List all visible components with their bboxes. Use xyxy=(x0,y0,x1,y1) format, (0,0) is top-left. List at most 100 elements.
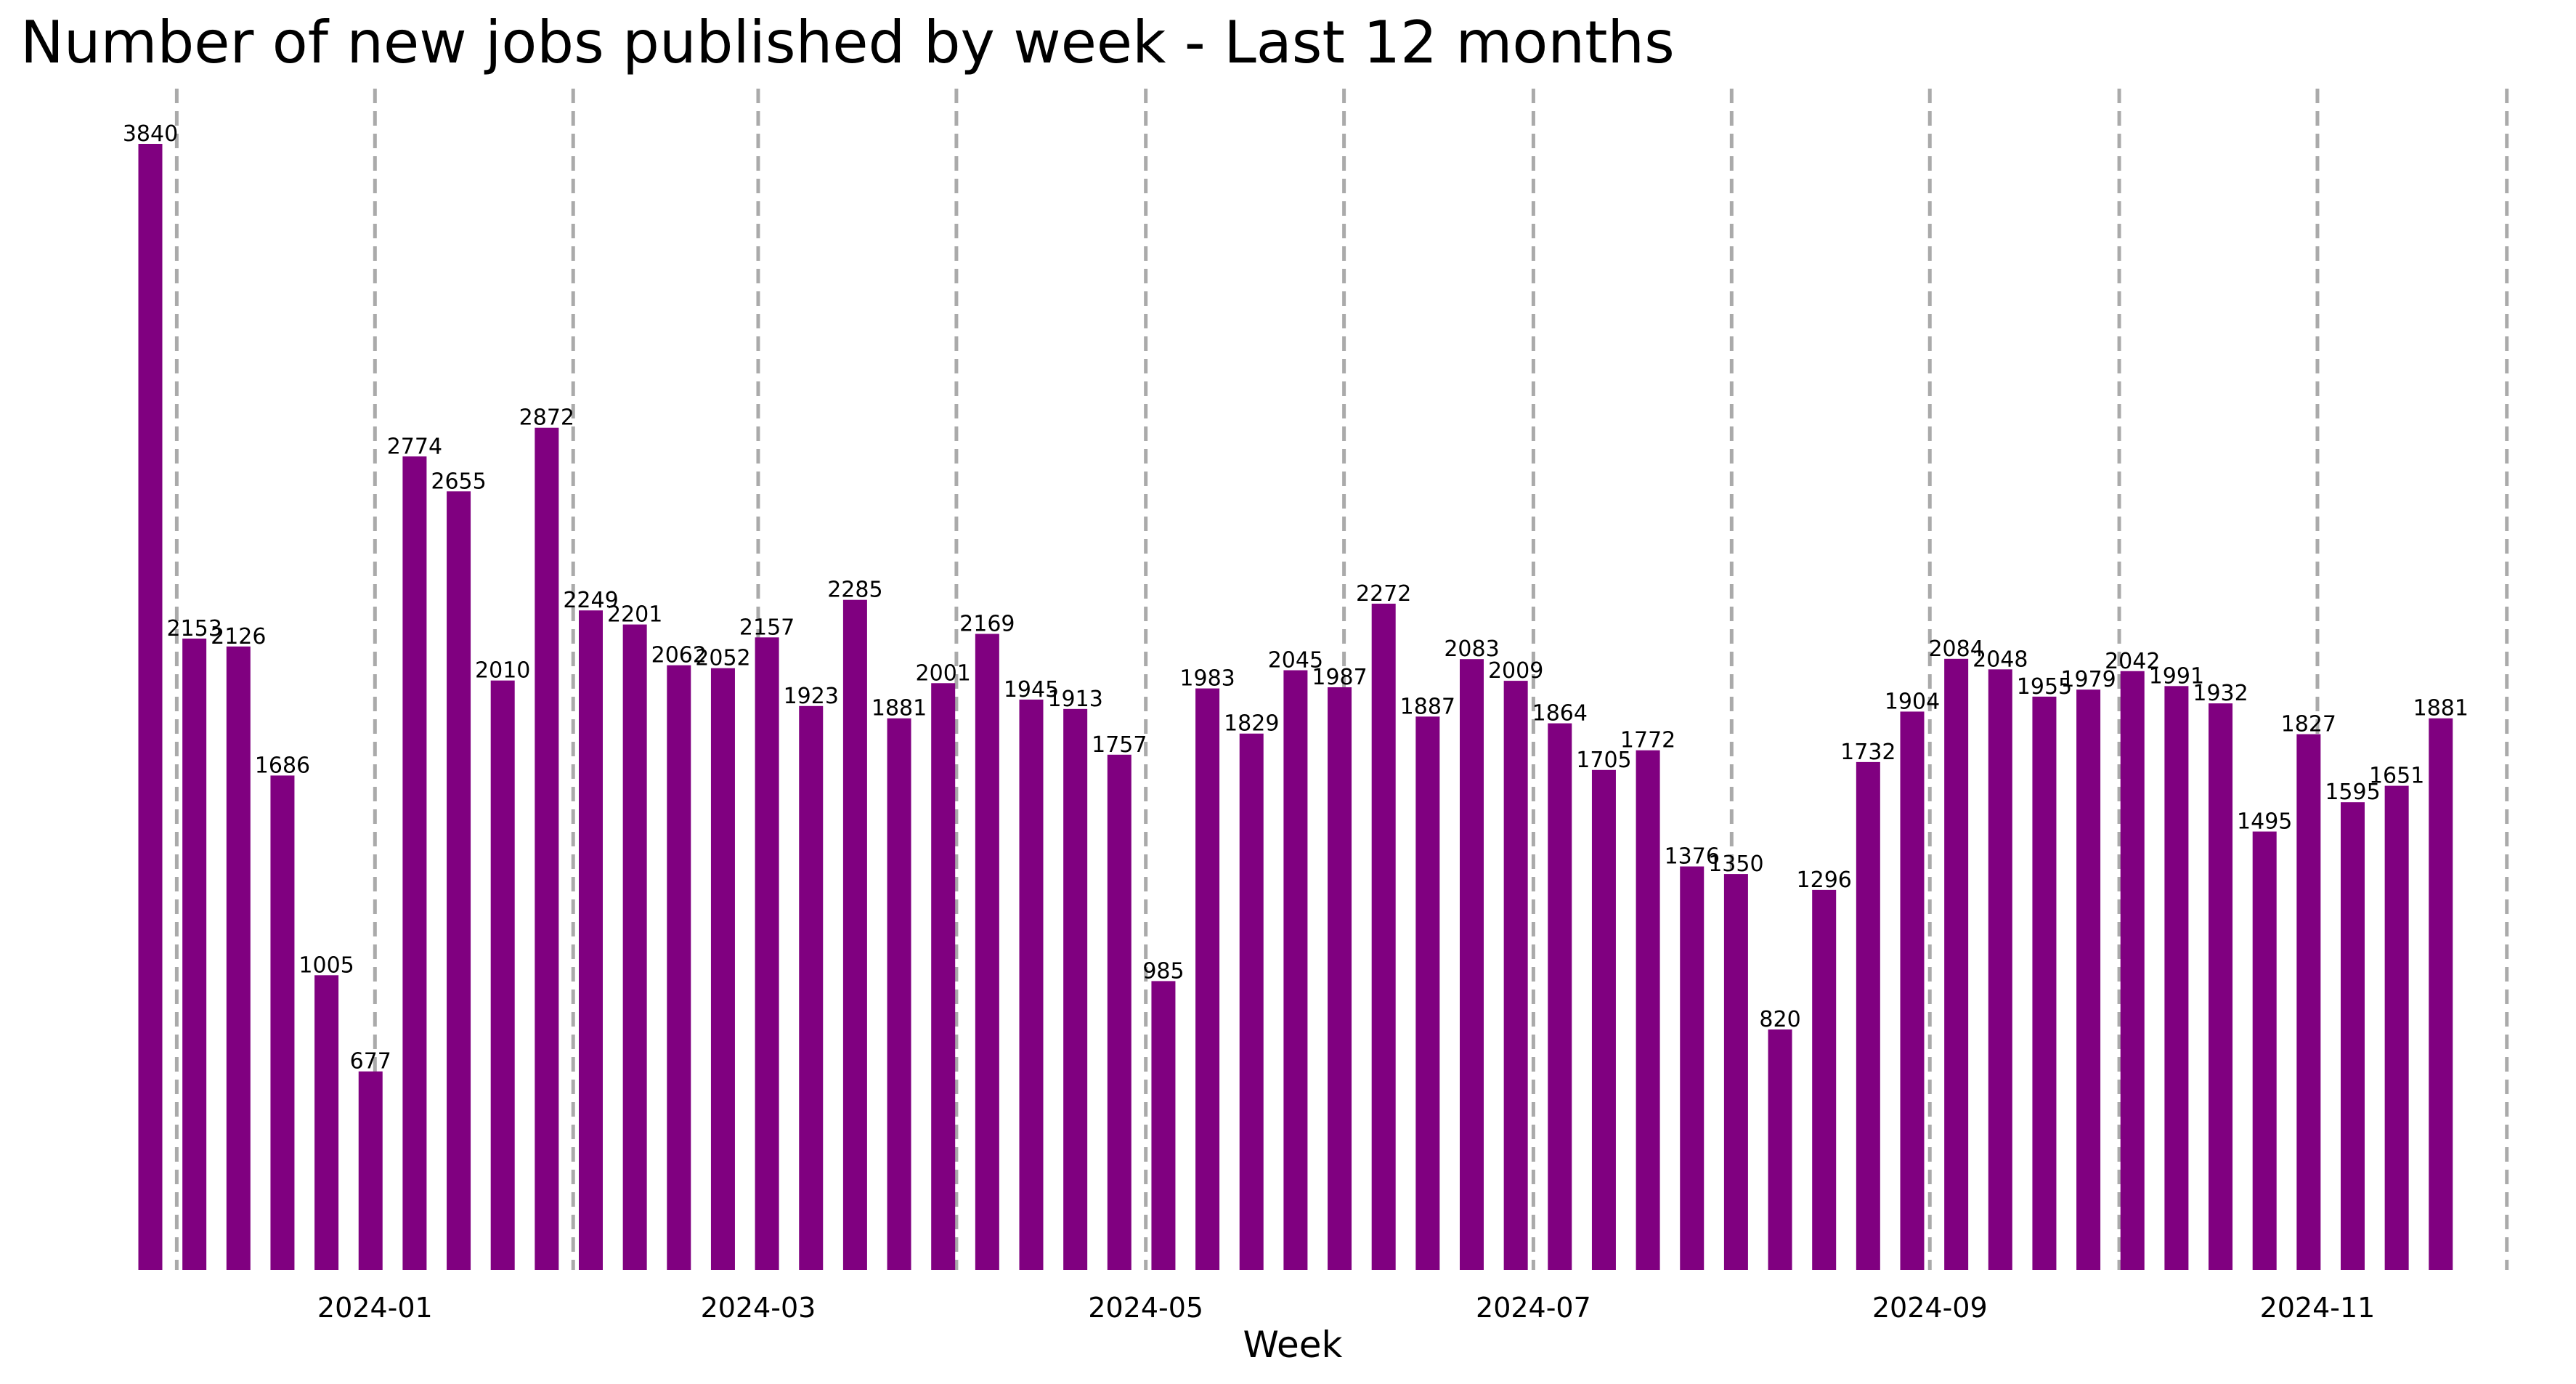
bar xyxy=(2384,785,2409,1270)
bar xyxy=(1063,708,1088,1270)
bar xyxy=(931,683,956,1270)
bar-value-label: 2272 xyxy=(1356,581,1411,607)
bar xyxy=(1900,711,1925,1270)
bar xyxy=(182,638,207,1270)
bar xyxy=(667,665,691,1270)
bar-value-label: 1881 xyxy=(871,696,927,721)
bar-value-label: 1376 xyxy=(1665,844,1720,870)
bar-value-label: 1881 xyxy=(2413,696,2469,721)
bar xyxy=(1415,716,1440,1270)
bar xyxy=(270,775,295,1270)
bar xyxy=(1548,723,1572,1270)
bar-value-label: 1983 xyxy=(1179,666,1235,692)
bar-value-label: 985 xyxy=(1142,958,1184,984)
bar xyxy=(1328,687,1352,1270)
bar xyxy=(1680,866,1705,1270)
bar-value-label: 1829 xyxy=(1224,711,1279,737)
bar-value-label: 1757 xyxy=(1092,732,1147,758)
bar-value-label: 1864 xyxy=(1532,701,1588,727)
bar xyxy=(1636,750,1660,1270)
bar-value-label: 1887 xyxy=(1400,694,1455,719)
bar xyxy=(755,637,779,1270)
bar-value-label: 1913 xyxy=(1047,687,1102,712)
chart-title: Number of new jobs published by week - L… xyxy=(20,9,1675,76)
bar-value-label: 3840 xyxy=(123,121,178,147)
bar-value-label: 2169 xyxy=(959,611,1015,636)
bar xyxy=(1591,769,1616,1270)
bar xyxy=(579,610,603,1270)
bar xyxy=(138,144,163,1270)
bar-value-label: 2042 xyxy=(2105,649,2160,674)
x-tick-label: 2024-01 xyxy=(317,1292,433,1324)
bar-value-label: 1595 xyxy=(2325,780,2380,805)
bar-value-label: 2285 xyxy=(827,578,882,603)
bar-value-label: 1945 xyxy=(1004,677,1059,703)
bar xyxy=(2120,671,2145,1270)
bar-value-label: 2872 xyxy=(519,405,574,431)
bar xyxy=(2209,703,2233,1270)
bar xyxy=(1856,761,1880,1270)
bar-value-label: 1955 xyxy=(2017,674,2072,700)
bar xyxy=(1107,754,1131,1270)
bar xyxy=(887,718,911,1270)
bar-value-label: 1686 xyxy=(255,753,310,778)
bar-value-label: 2001 xyxy=(916,660,971,686)
bar-value-label: 1987 xyxy=(1312,665,1367,690)
bar xyxy=(2252,831,2277,1270)
bar xyxy=(2032,696,2057,1270)
bar xyxy=(2429,718,2453,1270)
bar-value-label: 1932 xyxy=(2193,681,2248,706)
bar xyxy=(358,1071,383,1270)
x-tick-label: 2024-03 xyxy=(701,1292,816,1324)
bar xyxy=(1239,733,1264,1270)
bar-value-label: 2084 xyxy=(1928,636,1983,662)
bar-value-label: 1923 xyxy=(784,684,839,709)
bar-value-label: 1904 xyxy=(1885,689,1940,714)
bar-value-label: 1296 xyxy=(1797,867,1852,893)
bar-value-label: 2062 xyxy=(651,643,707,668)
bar xyxy=(2341,802,2365,1270)
bar xyxy=(490,680,515,1270)
bar xyxy=(1460,659,1484,1270)
bar-value-label: 2045 xyxy=(1268,648,1323,673)
bar xyxy=(2296,734,2321,1270)
bar-value-label: 1732 xyxy=(1840,740,1896,765)
bar xyxy=(535,427,559,1270)
bar-value-label: 2010 xyxy=(475,658,530,684)
bar xyxy=(1503,681,1528,1270)
bar xyxy=(842,599,867,1270)
bar-value-label: 2048 xyxy=(1972,647,2028,672)
bar xyxy=(710,668,735,1270)
bar-value-label: 2249 xyxy=(563,588,618,613)
bar-value-label: 1772 xyxy=(1620,728,1675,753)
bar xyxy=(402,456,427,1271)
bar xyxy=(1371,603,1396,1270)
bar xyxy=(1812,889,1837,1270)
bar-value-label: 1827 xyxy=(2281,712,2336,737)
bar-value-label: 1979 xyxy=(2060,667,2116,692)
bar xyxy=(2164,686,2189,1270)
bar xyxy=(799,705,824,1270)
x-tick-label: 2024-11 xyxy=(2260,1292,2376,1324)
bar xyxy=(1768,1029,1792,1270)
bar xyxy=(1151,981,1176,1270)
bar xyxy=(226,646,251,1270)
bar-series xyxy=(138,144,2453,1271)
bar-value-label: 1651 xyxy=(2369,764,2424,789)
bar-value-label: 1350 xyxy=(1708,851,1763,877)
bar xyxy=(975,634,999,1270)
x-tick-label: 2024-07 xyxy=(1476,1292,1591,1324)
bar xyxy=(1988,669,2012,1270)
bar-value-label: 2655 xyxy=(431,469,486,494)
x-axis-ticks: 2024-01 2024-03 2024-05 2024-07 2024-09 2024-… xyxy=(317,1292,2375,1324)
bar-value-label: 2774 xyxy=(387,434,442,459)
bar-value-label: 1495 xyxy=(2237,809,2292,835)
bar-value-label: 1991 xyxy=(2149,663,2204,689)
bar xyxy=(314,975,339,1270)
bar-value-label: 2009 xyxy=(1488,658,1543,684)
bar-value-label: 2201 xyxy=(607,602,662,628)
x-tick-label: 2024-05 xyxy=(1088,1292,1203,1324)
bar-value-label: 2126 xyxy=(211,624,266,649)
